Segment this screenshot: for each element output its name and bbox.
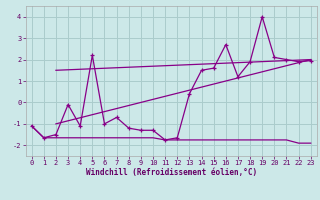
X-axis label: Windchill (Refroidissement éolien,°C): Windchill (Refroidissement éolien,°C) — [86, 168, 257, 177]
